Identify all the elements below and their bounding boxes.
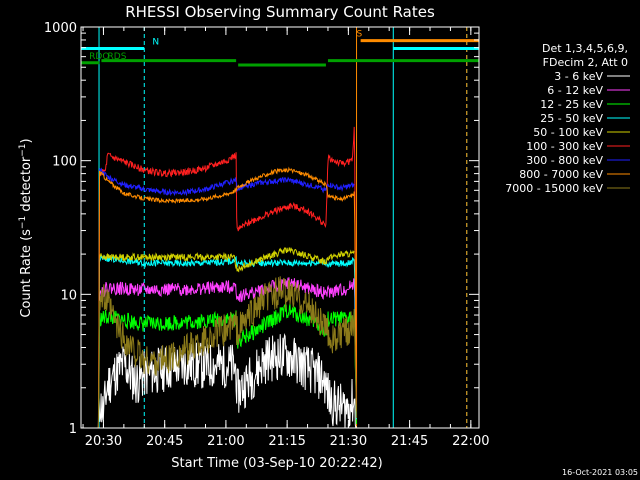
x-tick-label: 21:45 (391, 434, 428, 449)
chart-title: RHESSI Observing Summary Count Rates (125, 3, 435, 21)
series-line (89, 126, 357, 429)
legend-entry-label: 25 - 50 keV (540, 112, 603, 125)
y-tick-label: 1000 (44, 21, 77, 36)
legend: Det 1,3,4,5,6,9,FDecim 2, Att 03 - 6 keV… (505, 42, 630, 195)
series-line (89, 277, 357, 429)
count-rate-series (89, 126, 357, 429)
y-axis-label: Count Rate (s−1 detector−1) (18, 138, 34, 317)
y-tick-label: 10 (60, 288, 77, 303)
y-tick-label: 100 (52, 155, 77, 170)
x-tick-label: 21:30 (330, 434, 367, 449)
series-line (89, 333, 357, 429)
legend-entry-label: 800 - 7000 keV (519, 168, 603, 181)
x-tick-label: 21:15 (268, 434, 305, 449)
series-line (89, 276, 357, 429)
flag-bar-label: RDO (89, 52, 109, 62)
legend-header-line: FDecim 2, Att 0 (543, 56, 628, 69)
legend-header-line: Det 1,3,4,5,6,9, (542, 42, 628, 55)
x-tick-label: 22:00 (452, 434, 489, 449)
x-tick-label: 21:00 (207, 434, 244, 449)
legend-entry-label: 100 - 300 keV (526, 140, 603, 153)
plot-frame (80, 26, 480, 429)
x-tick-label: 20:30 (85, 434, 122, 449)
legend-entry-label: 3 - 6 keV (554, 70, 603, 83)
legend-entry-label: 50 - 100 keV (533, 126, 603, 139)
x-tick-label: 20:45 (146, 434, 183, 449)
y-tick-label: 1 (69, 422, 77, 437)
flag-bar-label: S (357, 30, 363, 40)
legend-entry-label: 7000 - 15000 keV (505, 182, 603, 195)
flag-bar-label: N (152, 38, 159, 48)
flag-bar-label: RDS (108, 52, 127, 62)
legend-entry-label: 300 - 800 keV (526, 154, 603, 167)
legend-entry-label: 6 - 12 keV (547, 84, 603, 97)
legend-entry-label: 12 - 25 keV (540, 98, 603, 111)
series-line (98, 167, 355, 197)
generation-timestamp: 16-Oct-2021 03:05 (562, 468, 638, 477)
series-line (89, 166, 357, 429)
x-axis-label: Start Time (03-Sep-10 20:22:42) (171, 456, 382, 471)
series-line (98, 247, 355, 273)
axes: 20:30 20:45 21:00 21:15 21:30 21:45 22:00 1 10 10… (44, 21, 490, 449)
